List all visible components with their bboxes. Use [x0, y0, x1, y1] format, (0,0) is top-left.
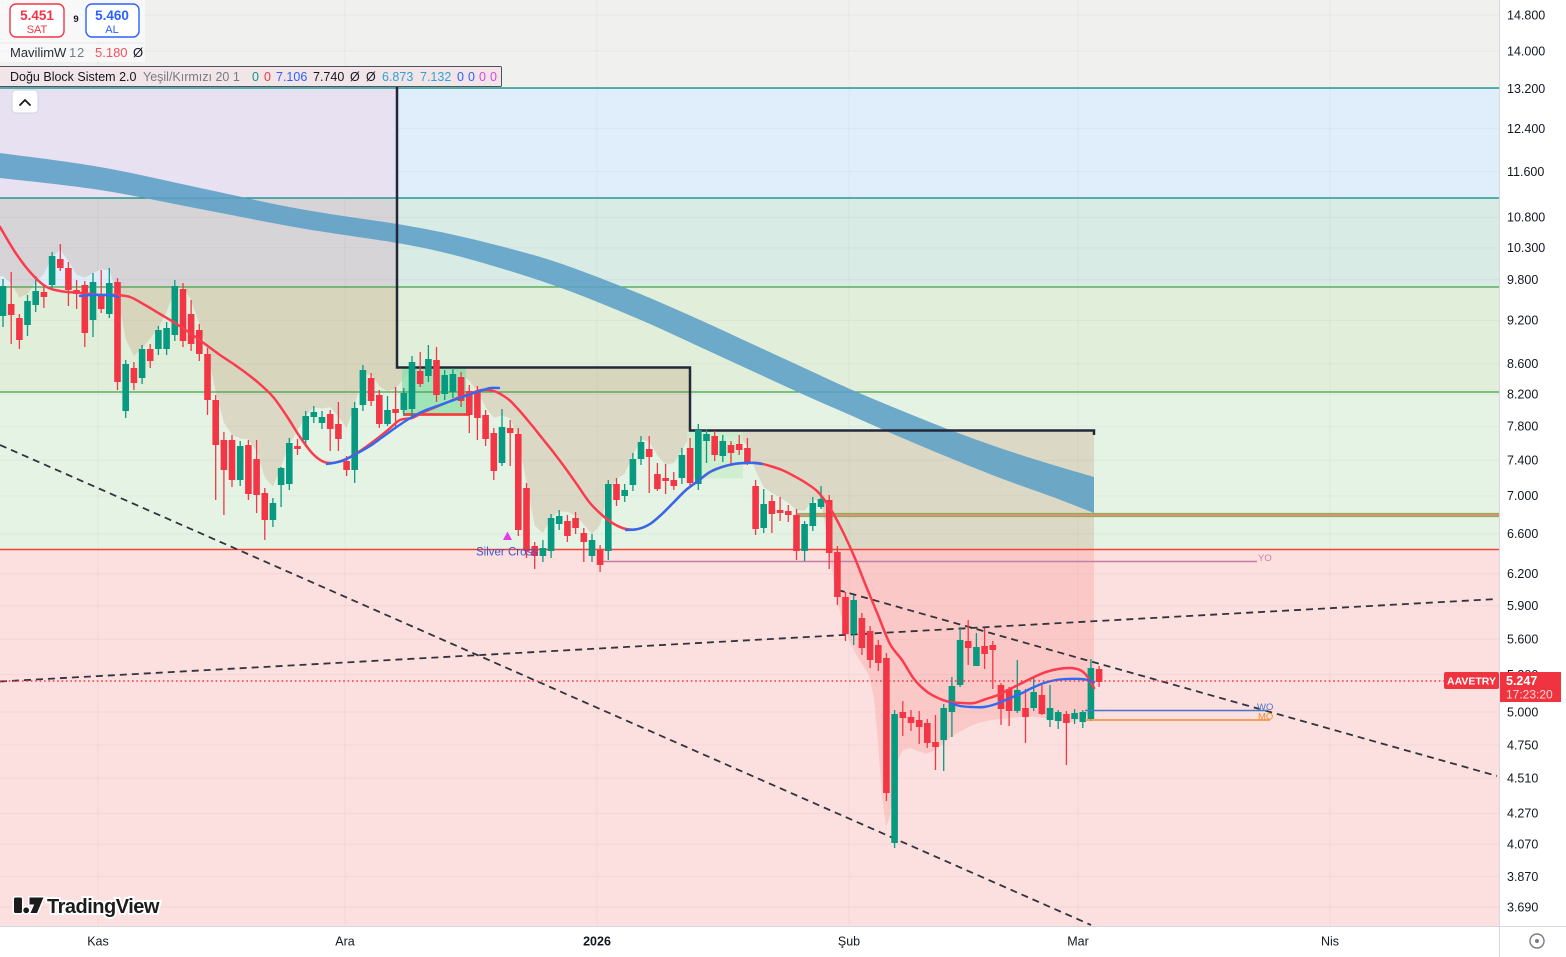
svg-text:12.400: 12.400 — [1507, 122, 1545, 136]
svg-text:Şub: Şub — [838, 935, 860, 949]
svg-text:13.200: 13.200 — [1507, 82, 1545, 96]
svg-text:10.300: 10.300 — [1507, 241, 1545, 255]
svg-text:AL: AL — [105, 24, 118, 36]
svg-text:3.690: 3.690 — [1507, 900, 1538, 914]
svg-text:8.600: 8.600 — [1507, 357, 1538, 371]
svg-text:Ara: Ara — [335, 935, 355, 949]
svg-text:9: 9 — [73, 14, 78, 25]
svg-text:11.600: 11.600 — [1507, 165, 1544, 179]
svg-text:5.451: 5.451 — [20, 8, 54, 23]
svg-text:4.750: 4.750 — [1507, 738, 1538, 752]
svg-text:9.200: 9.200 — [1507, 314, 1538, 328]
svg-text:5.460: 5.460 — [95, 8, 129, 23]
svg-text:4.070: 4.070 — [1507, 838, 1538, 852]
svg-text:Silver Cross: Silver Cross — [476, 547, 538, 559]
svg-text:4.270: 4.270 — [1507, 807, 1538, 821]
svg-text:6.600: 6.600 — [1507, 527, 1538, 541]
svg-text:14.800: 14.800 — [1507, 8, 1545, 22]
svg-text:5.600: 5.600 — [1507, 633, 1538, 647]
svg-text:MO: MO — [1258, 712, 1273, 723]
svg-text:TradingView: TradingView — [47, 896, 160, 918]
svg-text:7.000: 7.000 — [1507, 489, 1538, 503]
svg-text:7.800: 7.800 — [1507, 420, 1538, 434]
svg-text:5.247: 5.247 — [1506, 674, 1537, 688]
svg-text:2026: 2026 — [583, 935, 611, 949]
svg-text:5.900: 5.900 — [1507, 599, 1538, 613]
svg-text:YO: YO — [1258, 553, 1272, 564]
svg-text:3.870: 3.870 — [1507, 870, 1538, 884]
svg-text:Kas: Kas — [87, 935, 109, 949]
svg-text:8.200: 8.200 — [1507, 388, 1538, 402]
svg-text:10.800: 10.800 — [1507, 211, 1545, 225]
svg-text:9.800: 9.800 — [1507, 273, 1538, 287]
svg-text:Mar: Mar — [1067, 935, 1089, 949]
svg-text:Nis: Nis — [1321, 935, 1339, 949]
svg-text:14.000: 14.000 — [1507, 44, 1545, 58]
svg-text:17:23:20: 17:23:20 — [1506, 688, 1553, 702]
svg-text:5.000: 5.000 — [1507, 705, 1538, 719]
svg-text:6.200: 6.200 — [1507, 567, 1538, 581]
svg-text:WO: WO — [1257, 702, 1273, 713]
svg-text:SAT: SAT — [27, 24, 48, 36]
svg-text:AAVETRY: AAVETRY — [1447, 676, 1496, 688]
svg-text:4.510: 4.510 — [1507, 772, 1538, 786]
svg-text:7.400: 7.400 — [1507, 454, 1538, 468]
